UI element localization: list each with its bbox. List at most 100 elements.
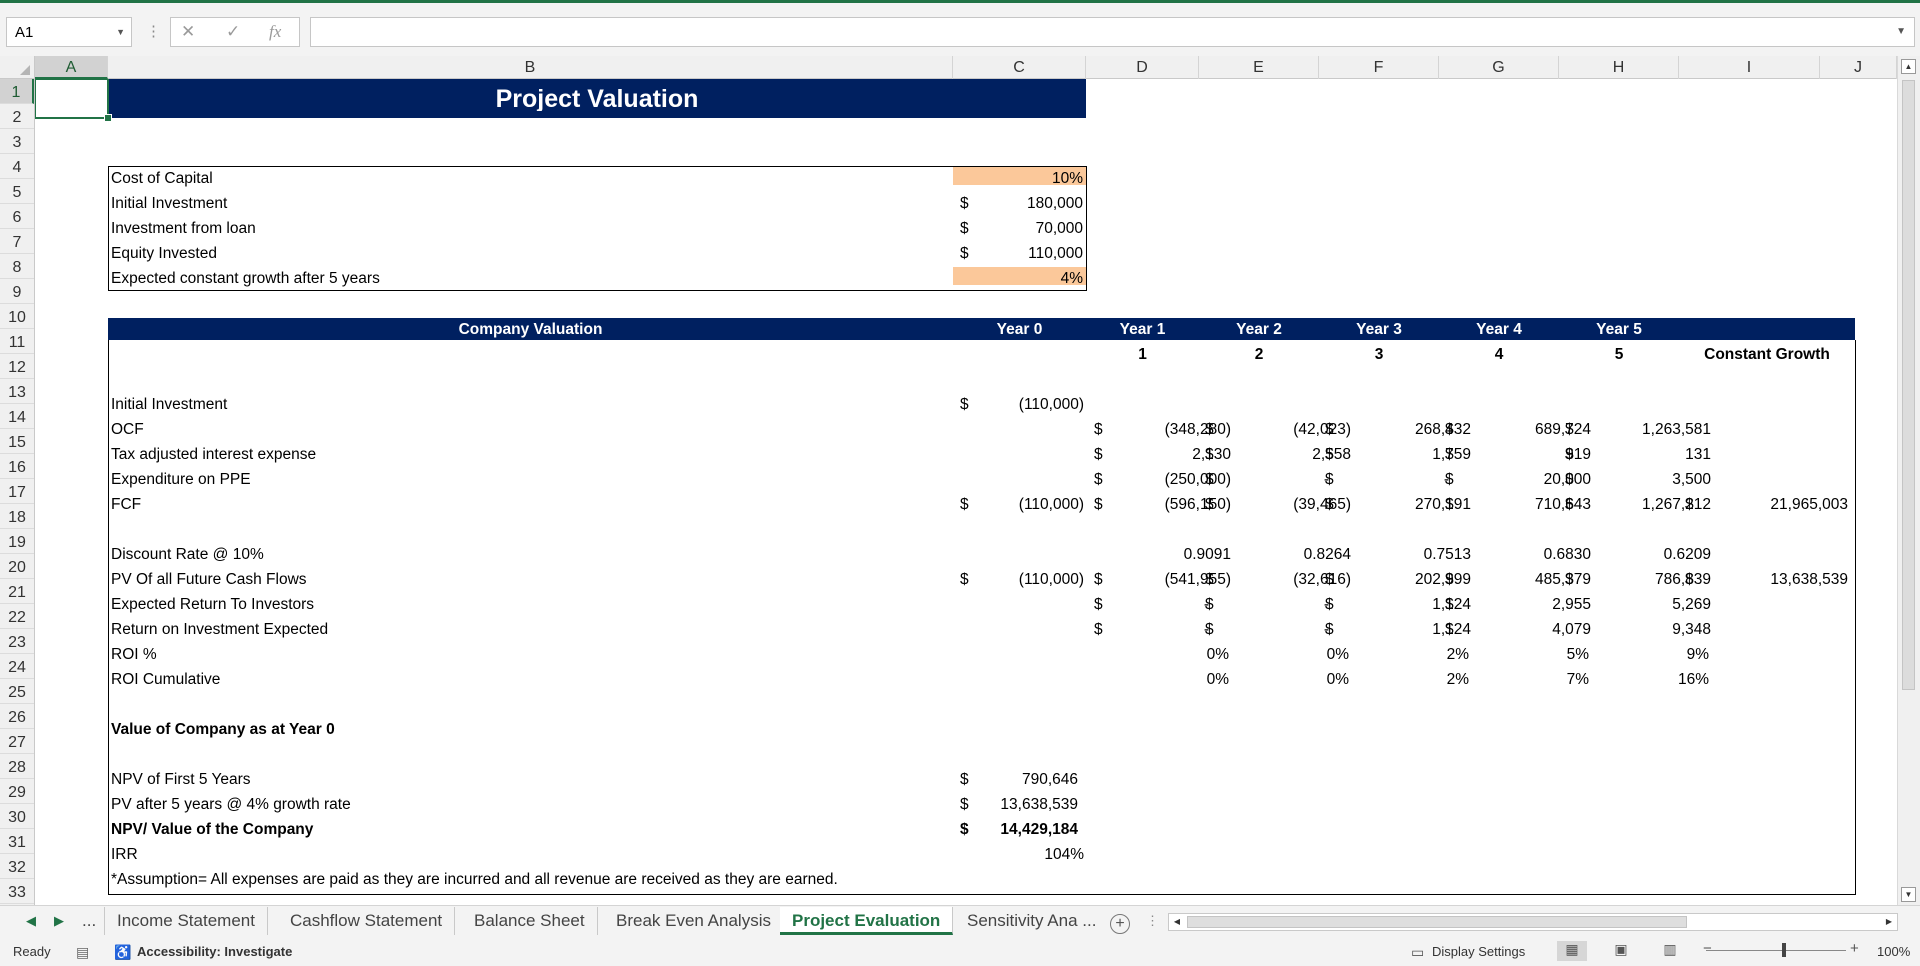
value-f19[interactable]: 0.7513: [1423, 546, 1471, 563]
tab-balance-sheet[interactable]: Balance Sheet: [462, 907, 598, 935]
macro-record-icon[interactable]: ▤: [76, 944, 90, 960]
value-f21[interactable]: 1,124: [1432, 596, 1471, 613]
row-header[interactable]: 30: [0, 804, 34, 829]
row-header[interactable]: 28: [0, 754, 34, 779]
row-header[interactable]: 11: [0, 329, 34, 354]
value-f16[interactable]: -: [1443, 471, 1449, 488]
input-value-initial-investment[interactable]: 180,000: [1026, 195, 1083, 212]
column-header-g[interactable]: G: [1439, 56, 1559, 79]
value-e19[interactable]: 0.8264: [1303, 546, 1351, 563]
value-g24[interactable]: 7%: [1566, 671, 1589, 688]
row-header[interactable]: 33: [0, 879, 34, 904]
row-header[interactable]: 32: [0, 854, 34, 879]
row-header[interactable]: 3: [0, 129, 34, 154]
insert-function-icon[interactable]: fx: [269, 22, 282, 41]
display-settings-icon[interactable]: ▭: [1411, 944, 1425, 960]
value-d23[interactable]: 0%: [1206, 646, 1229, 663]
input-value-loan[interactable]: 70,000: [1035, 220, 1083, 237]
input-value-growth[interactable]: 4%: [1060, 270, 1083, 287]
value-c29[interactable]: 13,638,539: [1000, 796, 1078, 813]
formula-input[interactable]: ▼: [310, 17, 1915, 47]
value-e21[interactable]: -: [1323, 596, 1329, 613]
zoom-slider[interactable]: [1706, 950, 1846, 951]
value-g23[interactable]: 5%: [1566, 646, 1589, 663]
value-e22[interactable]: -: [1323, 621, 1329, 638]
name-box[interactable]: A1 ▼: [6, 17, 132, 47]
row-header[interactable]: 20: [0, 554, 34, 579]
value-f24[interactable]: 2%: [1446, 671, 1469, 688]
row-header[interactable]: 6: [0, 204, 34, 229]
zoom-out-icon[interactable]: −: [1703, 940, 1712, 957]
scroll-left-icon[interactable]: ◀: [1173, 917, 1181, 926]
next-sheet-icon[interactable]: ▶: [54, 913, 64, 928]
value-f17[interactable]: 270,191: [1414, 496, 1471, 513]
row-header[interactable]: 22: [0, 604, 34, 629]
column-header-h[interactable]: H: [1559, 56, 1679, 79]
chevron-down-icon[interactable]: ▼: [116, 27, 125, 37]
more-options-icon[interactable]: ⋮: [146, 23, 161, 40]
value-g14[interactable]: 689,724: [1534, 421, 1591, 438]
value-g19[interactable]: 0.6830: [1543, 546, 1591, 563]
selected-cell-a1[interactable]: [35, 79, 112, 122]
value-i20[interactable]: 13,638,539: [1770, 571, 1848, 588]
row-header[interactable]: 7: [0, 229, 34, 254]
row-header[interactable]: 8: [0, 254, 34, 279]
value-e16[interactable]: -: [1323, 471, 1329, 488]
zoom-level[interactable]: 100%: [1877, 944, 1911, 959]
row-header[interactable]: 31: [0, 829, 34, 854]
row-header[interactable]: 18: [0, 504, 34, 529]
column-header-i[interactable]: I: [1679, 56, 1820, 79]
column-header-e[interactable]: E: [1199, 56, 1319, 79]
value-f15[interactable]: 1,759: [1432, 446, 1471, 463]
value-e15[interactable]: 2,558: [1312, 446, 1351, 463]
row-header[interactable]: 27: [0, 729, 34, 754]
column-header-a[interactable]: A: [35, 56, 108, 79]
value-g15[interactable]: 919: [1565, 446, 1591, 463]
row-header[interactable]: 15: [0, 429, 34, 454]
column-header-j[interactable]: J: [1820, 56, 1897, 79]
value-e23[interactable]: 0%: [1326, 646, 1349, 663]
tab-sensitivity-analysis[interactable]: Sensitivity Ana ...: [967, 911, 1097, 930]
row-header[interactable]: 12: [0, 354, 34, 379]
row-header[interactable]: 26: [0, 704, 34, 729]
page-break-preview-icon[interactable]: ▥: [1663, 941, 1677, 957]
value-e20[interactable]: (32,616): [1293, 571, 1351, 588]
value-d21[interactable]: -: [1203, 596, 1209, 613]
row-header[interactable]: 21: [0, 579, 34, 604]
tab-splitter-icon[interactable]: ⋮: [1146, 913, 1159, 928]
value-h20[interactable]: 786,839: [1654, 571, 1711, 588]
tab-break-even-analysis[interactable]: Break Even Analysis: [604, 907, 784, 935]
scroll-down-icon[interactable]: ▼: [1901, 887, 1916, 902]
worksheet-grid[interactable]: Project Valuation Cost of Capital Initia…: [35, 79, 1897, 905]
input-value-equity[interactable]: 110,000: [1028, 245, 1083, 262]
hscroll-thumb[interactable]: [1187, 916, 1687, 928]
page-layout-icon[interactable]: ▣: [1614, 941, 1628, 957]
normal-view-icon[interactable]: ▦: [1557, 941, 1587, 961]
add-sheet-icon[interactable]: +: [1110, 914, 1130, 934]
input-value-cost-of-capital[interactable]: 10%: [1051, 170, 1083, 187]
value-d15[interactable]: 2,130: [1192, 446, 1231, 463]
cancel-icon[interactable]: ✕: [181, 22, 196, 41]
value-h19[interactable]: 0.6209: [1663, 546, 1711, 563]
scroll-up-icon[interactable]: ▲: [1901, 59, 1916, 74]
value-d20[interactable]: (541,955): [1164, 571, 1231, 588]
horizontal-scrollbar[interactable]: ◀ ▶: [1168, 913, 1898, 931]
row-header[interactable]: 14: [0, 404, 34, 429]
value-d17[interactable]: (596,150): [1164, 496, 1231, 513]
row-header[interactable]: 16: [0, 454, 34, 479]
row-header[interactable]: 2: [0, 104, 34, 129]
value-i17[interactable]: 21,965,003: [1770, 496, 1848, 513]
value-h17[interactable]: 1,267,212: [1642, 496, 1711, 513]
value-c30[interactable]: 14,429,184: [1000, 821, 1078, 838]
value-g22[interactable]: 4,079: [1552, 621, 1591, 638]
more-sheets-left[interactable]: ...: [82, 911, 97, 930]
value-h22[interactable]: 9,348: [1672, 621, 1711, 638]
row-header[interactable]: 13: [0, 379, 34, 404]
value-c13[interactable]: (110,000): [1018, 396, 1084, 413]
row-header[interactable]: 24: [0, 654, 34, 679]
column-header-b[interactable]: B: [108, 56, 953, 79]
value-h14[interactable]: 1,263,581: [1642, 421, 1711, 438]
zoom-slider-thumb[interactable]: [1782, 943, 1786, 957]
row-header[interactable]: 25: [0, 679, 34, 704]
value-h24[interactable]: 16%: [1677, 671, 1709, 688]
